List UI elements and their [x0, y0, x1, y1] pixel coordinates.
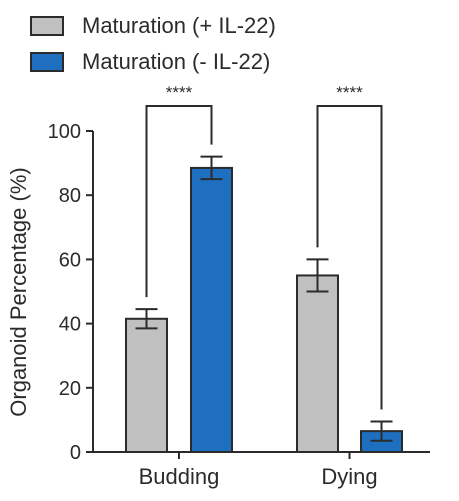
- x-tick-label: Budding: [139, 464, 220, 489]
- bar: [125, 317, 168, 453]
- legend-item: Maturation (+ IL-22): [30, 8, 276, 44]
- x-tick-label: Dying: [321, 464, 377, 489]
- legend-label: Maturation (- IL-22): [82, 49, 271, 74]
- legend-label: Maturation (+ IL-22): [82, 13, 276, 38]
- significance-label: ****: [336, 83, 363, 102]
- y-tick-label: 20: [59, 378, 81, 400]
- legend: Maturation (+ IL-22) Maturation (- IL-22…: [30, 8, 276, 80]
- y-tick-label: 100: [48, 121, 81, 143]
- y-tick-label: 60: [59, 249, 81, 271]
- bar: [296, 274, 339, 454]
- significance-bracket: [145, 105, 213, 298]
- legend-item: Maturation (- IL-22): [30, 44, 276, 80]
- legend-swatch-minus-il22: [30, 52, 64, 72]
- legend-swatch-plus-il22: [30, 16, 64, 36]
- y-tick-label: 0: [70, 442, 81, 464]
- bar: [190, 166, 233, 453]
- y-axis-label: Organoid Percentage (%): [6, 167, 31, 416]
- significance-bracket: [316, 105, 383, 410]
- significance-label: ****: [166, 83, 193, 102]
- y-tick-label: 40: [59, 314, 81, 336]
- y-tick-label: 80: [59, 185, 81, 207]
